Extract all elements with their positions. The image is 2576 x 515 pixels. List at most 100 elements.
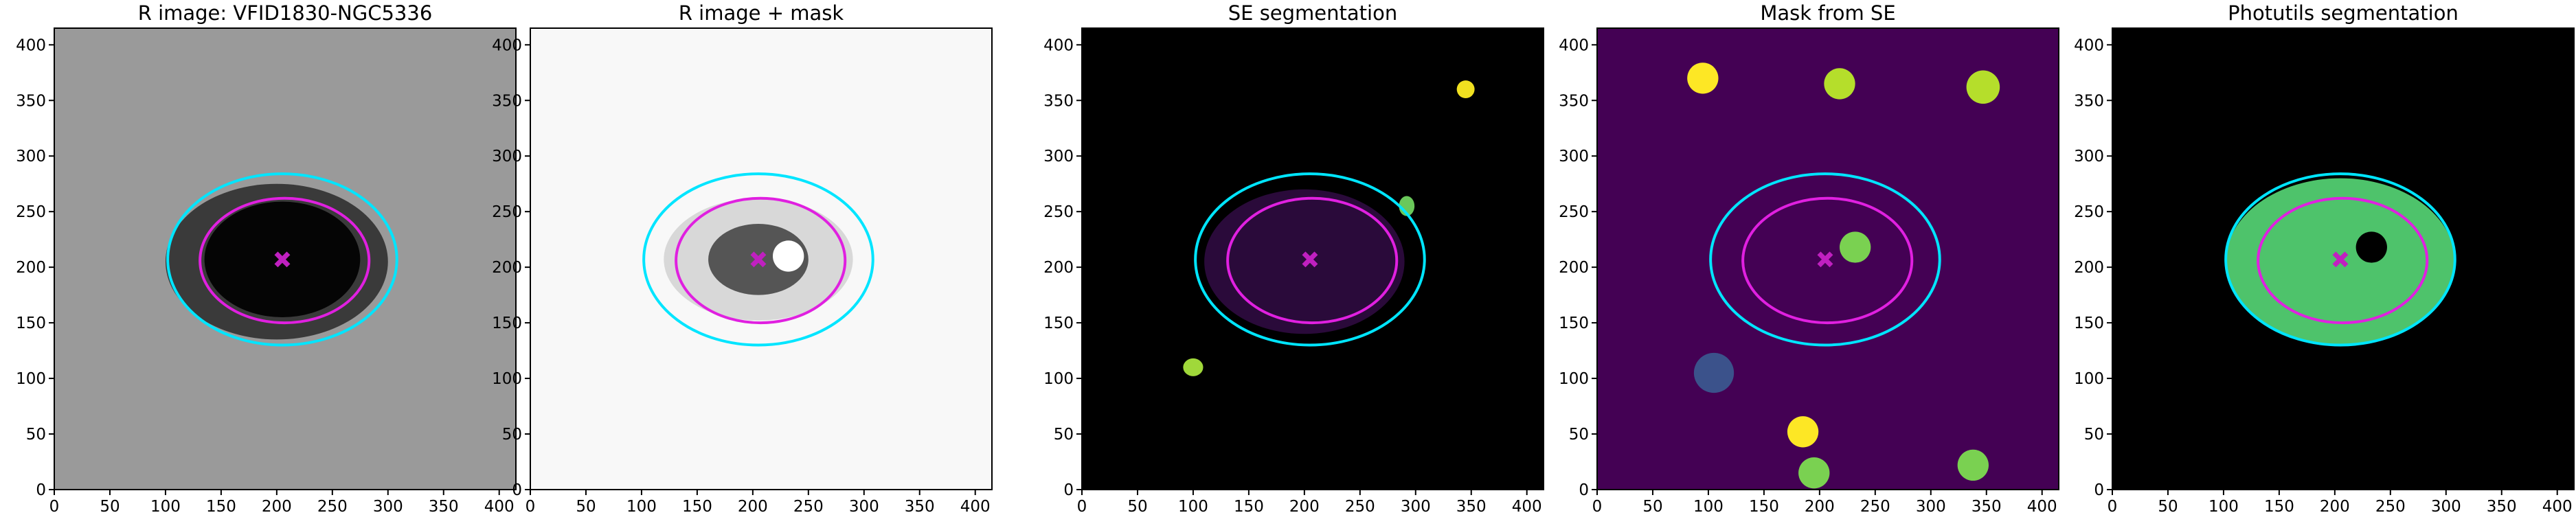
ellipse xyxy=(1798,457,1830,489)
panel-title: R image: VFID1830-NGC5336 xyxy=(138,1,433,25)
y-tick-label: 250 xyxy=(1043,203,1074,221)
y-tick-label: 50 xyxy=(26,426,46,444)
center-marker xyxy=(1302,251,1318,268)
x-tick-label: 400 xyxy=(484,498,515,515)
x-tick-label: 350 xyxy=(2487,498,2517,515)
y-tick-label: 250 xyxy=(16,203,46,221)
y-tick-label: 100 xyxy=(492,370,522,388)
x-tick-label: 50 xyxy=(2158,498,2178,515)
x-tick-label: 350 xyxy=(1971,498,2002,515)
panel xyxy=(54,28,516,490)
ellipse xyxy=(1194,172,1426,347)
ellipse xyxy=(199,196,371,325)
y-tick-label: 0 xyxy=(2094,481,2104,499)
ellipse xyxy=(675,196,847,325)
x-tick-label: 200 xyxy=(738,498,768,515)
x-tick-label: 350 xyxy=(905,498,935,515)
y-tick-label: 150 xyxy=(1559,314,1589,332)
y-tick-label: 200 xyxy=(492,259,522,277)
x-tick-label: 400 xyxy=(1512,498,1542,515)
y-tick-label: 50 xyxy=(1569,426,1589,444)
x-tick-label: 0 xyxy=(1077,498,1087,515)
x-tick-label: 100 xyxy=(2208,498,2239,515)
axes-frame xyxy=(1596,27,2059,490)
y-tick-label: 350 xyxy=(1559,92,1589,110)
ellipse xyxy=(1741,196,1914,325)
ellipse xyxy=(2257,196,2429,325)
x-tick-label: 250 xyxy=(317,498,348,515)
y-tick-label: 400 xyxy=(492,36,522,54)
y-tick-label: 50 xyxy=(502,426,522,444)
y-tick-label: 100 xyxy=(16,370,46,388)
x-tick-label: 150 xyxy=(1749,498,1779,515)
y-tick-label: 150 xyxy=(1043,314,1074,332)
y-tick-label: 350 xyxy=(2074,92,2104,110)
ellipse xyxy=(2224,172,2456,347)
panel-title: SE segmentation xyxy=(1228,1,1397,25)
x-tick-label: 250 xyxy=(1860,498,1890,515)
ellipse xyxy=(642,172,874,347)
y-tick-label: 200 xyxy=(16,259,46,277)
y-tick-label: 100 xyxy=(1559,370,1589,388)
y-tick-label: 200 xyxy=(1043,259,1074,277)
axes-frame xyxy=(530,27,993,490)
x-tick-label: 0 xyxy=(526,498,536,515)
ellipse xyxy=(1957,449,1989,481)
x-tick-label: 100 xyxy=(626,498,657,515)
y-tick-label: 150 xyxy=(2074,314,2104,332)
x-tick-label: 150 xyxy=(682,498,712,515)
y-tick-label: 50 xyxy=(1054,426,1074,444)
ellipse xyxy=(1687,62,1719,94)
y-tick-label: 300 xyxy=(492,148,522,165)
panel xyxy=(1597,28,2059,490)
ellipse xyxy=(1693,352,1735,393)
panel xyxy=(530,28,992,490)
x-tick-label: 200 xyxy=(1289,498,1320,515)
ellipse xyxy=(2355,231,2387,263)
x-tick-label: 300 xyxy=(849,498,879,515)
y-tick-label: 0 xyxy=(1063,481,1074,499)
y-tick-label: 0 xyxy=(1579,481,1589,499)
ellipse xyxy=(1183,358,1204,376)
x-tick-label: 300 xyxy=(373,498,403,515)
axes-frame xyxy=(54,27,517,490)
y-tick-label: 100 xyxy=(2074,370,2104,388)
axes-frame xyxy=(2112,27,2575,490)
y-tick-label: 300 xyxy=(16,148,46,165)
y-tick-label: 300 xyxy=(2074,148,2104,165)
x-tick-label: 200 xyxy=(2320,498,2350,515)
y-tick-label: 300 xyxy=(1043,148,1074,165)
ellipse xyxy=(1787,416,1819,448)
x-tick-label: 300 xyxy=(1916,498,1946,515)
x-tick-label: 200 xyxy=(262,498,292,515)
x-tick-label: 150 xyxy=(206,498,236,515)
x-tick-label: 50 xyxy=(100,498,120,515)
x-tick-label: 150 xyxy=(1234,498,1264,515)
x-tick-label: 350 xyxy=(1456,498,1487,515)
x-tick-label: 0 xyxy=(49,498,60,515)
x-tick-label: 0 xyxy=(1592,498,1603,515)
x-tick-label: 50 xyxy=(1127,498,1147,515)
y-tick-label: 100 xyxy=(1043,370,1074,388)
ellipse xyxy=(1226,196,1399,325)
y-tick-label: 400 xyxy=(2074,36,2104,54)
ellipse xyxy=(773,240,804,272)
y-tick-label: 350 xyxy=(1043,92,1074,110)
panel-title: Mask from SE xyxy=(1760,1,1895,25)
x-tick-label: 50 xyxy=(576,498,596,515)
y-tick-label: 350 xyxy=(16,92,46,110)
panel xyxy=(2112,28,2574,490)
x-tick-label: 50 xyxy=(1642,498,1662,515)
ellipse xyxy=(1824,68,1855,100)
x-tick-label: 250 xyxy=(793,498,824,515)
y-tick-label: 300 xyxy=(1559,148,1589,165)
y-tick-label: 250 xyxy=(492,203,522,221)
x-tick-label: 300 xyxy=(2431,498,2461,515)
x-tick-label: 200 xyxy=(1805,498,1835,515)
y-tick-label: 250 xyxy=(1559,203,1589,221)
x-tick-label: 100 xyxy=(1178,498,1208,515)
y-tick-label: 400 xyxy=(1043,36,1074,54)
ellipse xyxy=(1456,80,1475,99)
y-tick-label: 200 xyxy=(1559,259,1589,277)
